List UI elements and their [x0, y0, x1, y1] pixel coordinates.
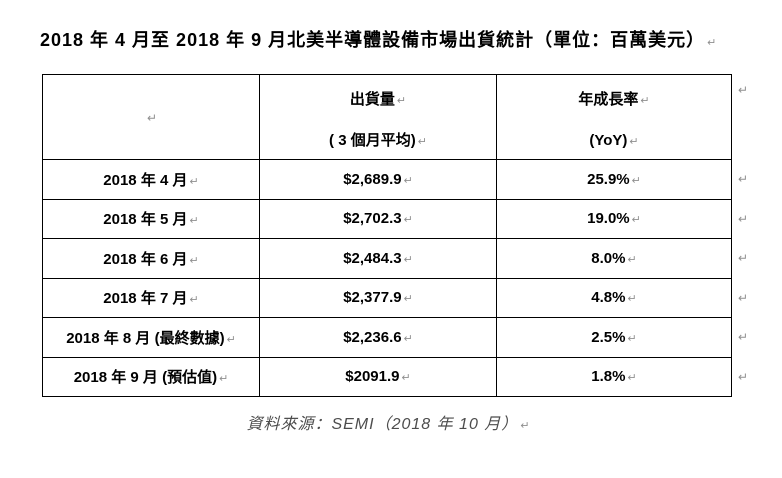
- paragraph-mark-icon: ↵: [631, 214, 641, 227]
- month-cell: 2018 年 8 月 (最終數據) ↵: [42, 317, 260, 358]
- paragraph-mark-icon: ↵: [403, 332, 413, 345]
- header-shipment-subtitle: ( 3 個月平均): [329, 132, 416, 149]
- month-cell: 2018 年 5 月 ↵: [42, 198, 260, 239]
- table-row: 2018 年 5 月 ↵ $2,702.3 ↵ 19.0% ↵ ↵: [42, 198, 748, 239]
- yoy-cell: 1.8% ↵ ↵: [496, 356, 748, 397]
- document-title-text: 2018 年 4 月至 2018 年 9 月北美半導體設備市場出貨統計（單位：百…: [40, 30, 706, 50]
- paragraph-mark-icon: ↵: [403, 214, 413, 227]
- paragraph-mark-icon: ↵: [403, 293, 413, 306]
- paragraph-mark-icon: ↵: [401, 372, 411, 385]
- paragraph-mark-icon: ↵: [627, 332, 637, 345]
- paragraph-mark-icon: ↵: [520, 420, 530, 432]
- shipment-value: $2,236.6: [343, 328, 402, 346]
- paragraph-mark-icon: ↵: [627, 253, 637, 266]
- paragraph-mark-icon: ↵: [146, 110, 158, 125]
- paragraph-mark-icon: ↵: [396, 95, 407, 107]
- yoy-value: 25.9%: [587, 170, 630, 188]
- header-shipment-title: 出貨量: [349, 91, 395, 108]
- table-row: 2018 年 6 月 ↵ $2,484.3 ↵ 8.0% ↵ ↵: [42, 238, 748, 279]
- table-row: 2018 年 7 月 ↵ $2,377.9 ↵ 4.8% ↵ ↵: [42, 277, 748, 318]
- row-end-mark-icon: ↵: [737, 83, 748, 97]
- header-shipment-line2: ( 3 個月平均) ↵: [329, 132, 427, 151]
- shipment-cell: $2,702.3 ↵: [259, 198, 497, 239]
- month-cell: 2018 年 4 月 ↵: [42, 159, 260, 200]
- paragraph-mark-icon: ↵: [627, 372, 637, 385]
- paragraph-mark-icon: ↵: [189, 175, 199, 188]
- month-cell: 2018 年 7 月 ↵: [42, 277, 260, 318]
- yoy-value: 1.8%: [591, 368, 626, 386]
- month-label: 2018 年 7 月: [103, 290, 188, 308]
- paragraph-mark-icon: ↵: [417, 136, 427, 148]
- paragraph-mark-icon: ↵: [226, 333, 236, 346]
- month-cell: 2018 年 6 月 ↵: [42, 238, 260, 279]
- paragraph-mark-icon: ↵: [219, 373, 229, 386]
- paragraph-mark-icon: ↵: [640, 95, 650, 107]
- header-yoy-line1: 年成長率 ↵: [578, 91, 649, 110]
- row-end-mark-icon: ↵: [737, 211, 748, 226]
- shipment-value: $2091.9: [345, 368, 400, 386]
- table-header-row: ↵ 出貨量 ↵ ( 3 個月平均) ↵ 年成長率 ↵ (YoY) ↵ ↵: [42, 74, 748, 160]
- paragraph-mark-icon: ↵: [403, 253, 413, 266]
- yoy-value: 19.0%: [587, 210, 630, 228]
- yoy-cell: 19.0% ↵ ↵: [496, 198, 748, 239]
- data-source-text: 資料來源：SEMI（2018 年 10 月）: [246, 416, 519, 433]
- month-label: 2018 年 8 月 (最終數據): [66, 329, 225, 347]
- paragraph-mark-icon: ↵: [631, 174, 641, 187]
- month-label: 2018 年 5 月: [103, 211, 188, 229]
- table-row: 2018 年 9 月 (預估值) ↵ $2091.9 ↵ 1.8% ↵ ↵: [42, 356, 748, 397]
- shipment-value: $2,702.3: [343, 210, 402, 228]
- paragraph-mark-icon: ↵: [707, 37, 717, 49]
- yoy-cell: 2.5% ↵ ↵: [496, 317, 748, 358]
- shipment-value: $2,377.9: [343, 289, 402, 307]
- yoy-value: 8.0%: [591, 249, 626, 267]
- month-label: 2018 年 9 月 (預估值): [73, 369, 218, 387]
- paragraph-mark-icon: ↵: [189, 254, 199, 267]
- yoy-value: 4.8%: [591, 289, 626, 307]
- paragraph-mark-icon: ↵: [629, 136, 639, 148]
- data-source-note: 資料來源：SEMI（2018 年 10 月） ↵: [42, 410, 734, 434]
- shipment-value: $2,689.9: [343, 170, 402, 188]
- row-end-mark-icon: ↵: [737, 330, 748, 345]
- paragraph-mark-icon: ↵: [189, 215, 199, 228]
- header-shipment-cell: 出貨量 ↵ ( 3 個月平均) ↵: [259, 74, 497, 160]
- header-shipment-stack: 出貨量 ↵ ( 3 個月平均) ↵: [260, 75, 496, 159]
- document-title: 2018 年 4 月至 2018 年 9 月北美半導體設備市場出貨統計（單位：百…: [40, 26, 716, 52]
- paragraph-mark-icon: ↵: [189, 294, 199, 307]
- table-row: 2018 年 8 月 (最終數據) ↵ $2,236.6 ↵ 2.5% ↵ ↵: [42, 317, 748, 358]
- row-end-mark-icon: ↵: [737, 369, 748, 384]
- shipment-cell: $2091.9 ↵: [259, 356, 497, 397]
- month-label: 2018 年 6 月: [103, 250, 188, 268]
- yoy-value: 2.5%: [591, 328, 626, 346]
- header-yoy-cell: 年成長率 ↵ (YoY) ↵ ↵: [496, 74, 748, 160]
- shipment-cell: $2,689.9 ↵: [259, 159, 497, 200]
- month-label: 2018 年 4 月: [103, 171, 188, 189]
- header-yoy-subtitle: (YoY): [589, 132, 628, 149]
- shipment-stats-table: ↵ 出貨量 ↵ ( 3 個月平均) ↵ 年成長率 ↵ (YoY) ↵ ↵ 2018 年 …: [42, 74, 748, 397]
- table-row: 2018 年 4 月 ↵ $2,689.9 ↵ 25.9% ↵ ↵: [42, 159, 748, 200]
- shipment-cell: $2,377.9 ↵: [259, 277, 497, 318]
- shipment-cell: $2,484.3 ↵: [259, 238, 497, 279]
- yoy-cell: 4.8% ↵ ↵: [496, 277, 748, 318]
- yoy-cell: 25.9% ↵ ↵: [496, 159, 748, 200]
- paragraph-mark-icon: ↵: [627, 293, 637, 306]
- header-yoy-title: 年成長率: [578, 91, 639, 108]
- yoy-cell: 8.0% ↵ ↵: [496, 238, 748, 279]
- header-empty-cell: ↵: [42, 74, 260, 160]
- header-shipment-line1: 出貨量 ↵: [350, 91, 406, 110]
- row-end-mark-icon: ↵: [737, 251, 748, 266]
- header-yoy-stack: 年成長率 ↵ (YoY) ↵: [497, 75, 731, 159]
- shipment-value: $2,484.3: [343, 249, 402, 267]
- header-yoy-line2: (YoY) ↵: [589, 132, 638, 151]
- row-end-mark-icon: ↵: [737, 172, 748, 187]
- row-end-mark-icon: ↵: [737, 290, 748, 305]
- month-cell: 2018 年 9 月 (預估值) ↵: [42, 356, 260, 397]
- shipment-cell: $2,236.6 ↵: [259, 317, 497, 358]
- paragraph-mark-icon: ↵: [403, 174, 413, 187]
